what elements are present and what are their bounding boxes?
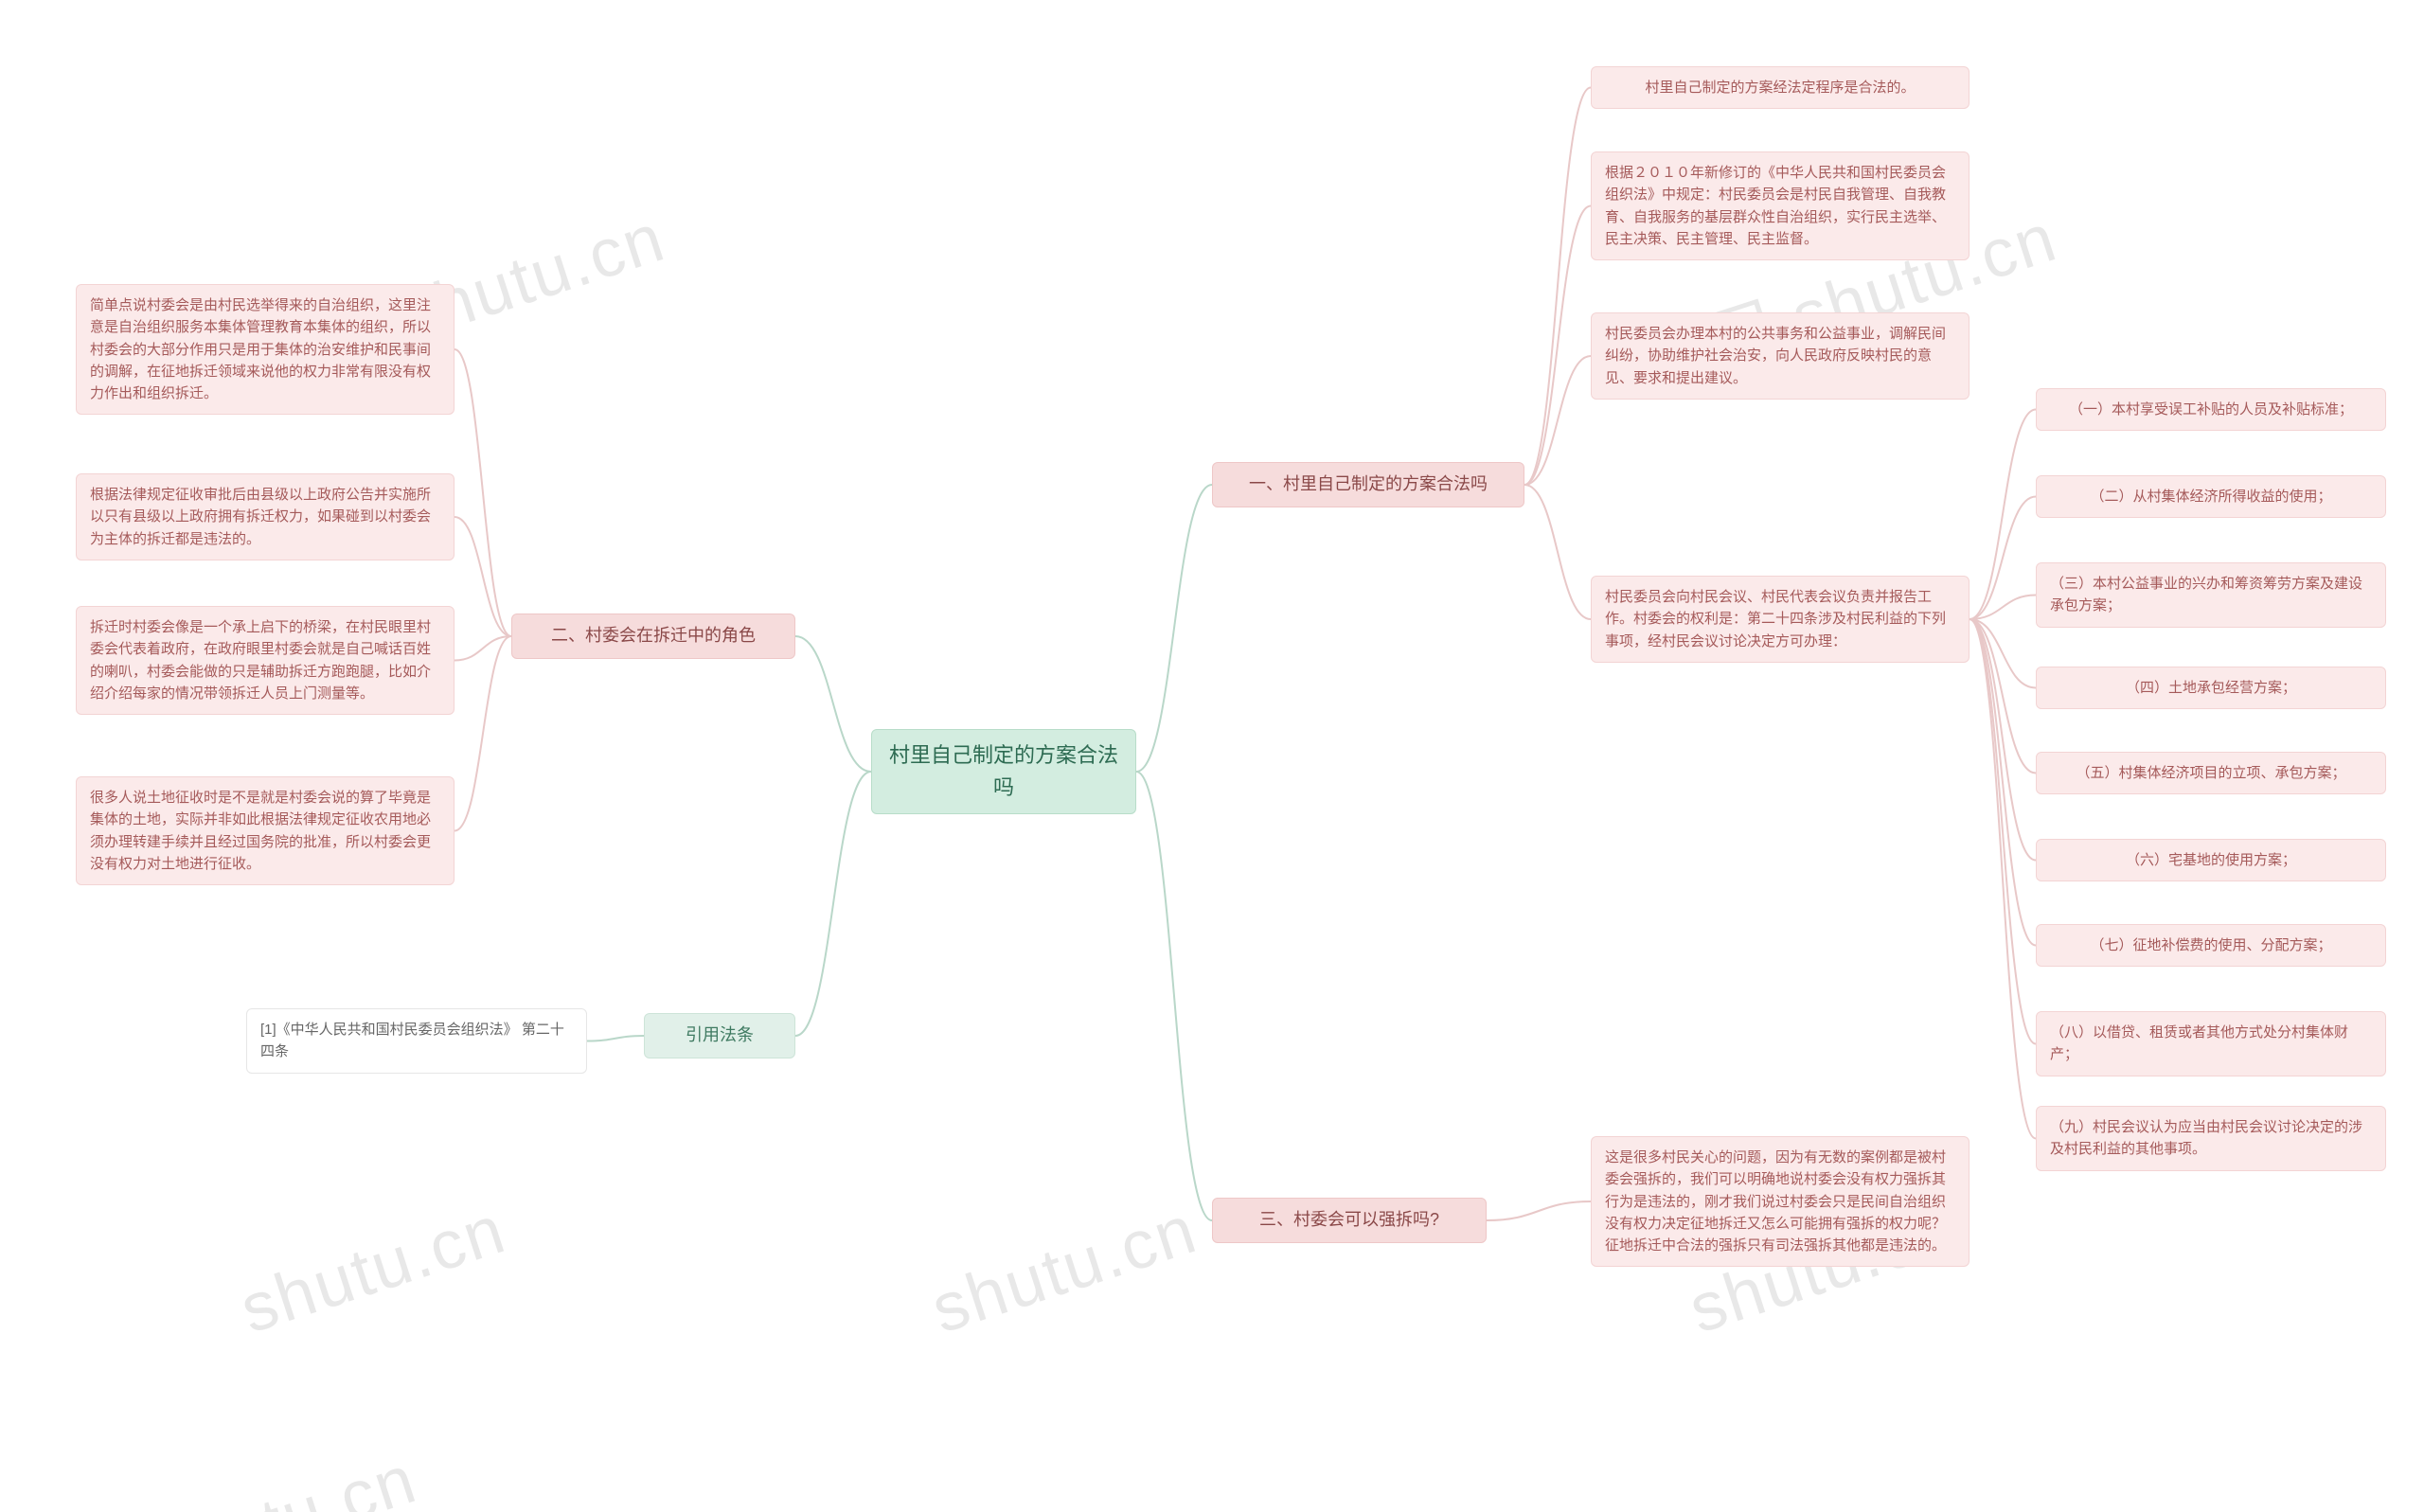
b2-leaf: 很多人说土地征收时是不是就是村委会说的算了毕竟是集体的土地，实际并非如此根据法律…: [76, 776, 454, 885]
b1-leaf: 村里自己制定的方案经法定程序是合法的。: [1591, 66, 1970, 109]
b1-sub: （六）宅基地的使用方案；: [2036, 839, 2386, 881]
b1-sub: （五）村集体经济项目的立项、承包方案；: [2036, 752, 2386, 794]
center-node: 村里自己制定的方案合法吗: [871, 729, 1136, 814]
b2-leaf: 拆迁时村委会像是一个承上启下的桥梁，在村民眼里村委会代表着政府，在政府眼里村委会…: [76, 606, 454, 715]
ref-leaf: [1]《中华人民共和国村民委员会组织法》 第二十四条: [246, 1008, 587, 1074]
b1-sub: （二）从村集体经济所得收益的使用；: [2036, 475, 2386, 518]
b1-leaf-4: 村民委员会向村民会议、村民代表会议负责并报告工作。村委会的权利是：第二十四条涉及…: [1591, 576, 1970, 663]
b1-sub: （九）村民会议认为应当由村民会议讨论决定的涉及村民利益的其他事项。: [2036, 1106, 2386, 1171]
b1-sub: （一）本村享受误工补贴的人员及补贴标准；: [2036, 388, 2386, 431]
b3-leaf: 这是很多村民关心的问题，因为有无数的案例都是被村委会强拆的，我们可以明确地说村委…: [1591, 1136, 1970, 1267]
b2-leaf: 根据法律规定征收审批后由县级以上政府公告并实施所以只有县级以上政府拥有拆迁权力，…: [76, 473, 454, 560]
branch-1: 一、村里自己制定的方案合法吗: [1212, 462, 1524, 507]
branch-3: 三、村委会可以强拆吗?: [1212, 1198, 1487, 1243]
watermark: shutu.cn: [922, 1190, 1205, 1348]
b1-sub: （八）以借贷、租赁或者其他方式处分村集体财产；: [2036, 1011, 2386, 1076]
branch-2: 二、村委会在拆迁中的角色: [511, 614, 795, 659]
watermark: shutu.cn: [231, 1190, 514, 1348]
watermark: 图 shutu.cn: [50, 1423, 427, 1512]
b1-sub: （三）本村公益事业的兴办和筹资筹劳方案及建设承包方案；: [2036, 562, 2386, 628]
b1-sub: （七）征地补偿费的使用、分配方案；: [2036, 924, 2386, 967]
b1-sub: （四）土地承包经营方案；: [2036, 667, 2386, 709]
b1-leaf: 根据２０１０年新修订的《中华人民共和国村民委员会组织法》中规定：村民委员会是村民…: [1591, 151, 1970, 260]
b2-leaf: 简单点说村委会是由村民选举得来的自治组织，这里注意是自治组织服务本集体管理教育本…: [76, 284, 454, 415]
b1-leaf: 村民委员会办理本村的公共事务和公益事业，调解民间纠纷，协助维护社会治安，向人民政…: [1591, 312, 1970, 400]
branch-ref: 引用法条: [644, 1013, 795, 1058]
